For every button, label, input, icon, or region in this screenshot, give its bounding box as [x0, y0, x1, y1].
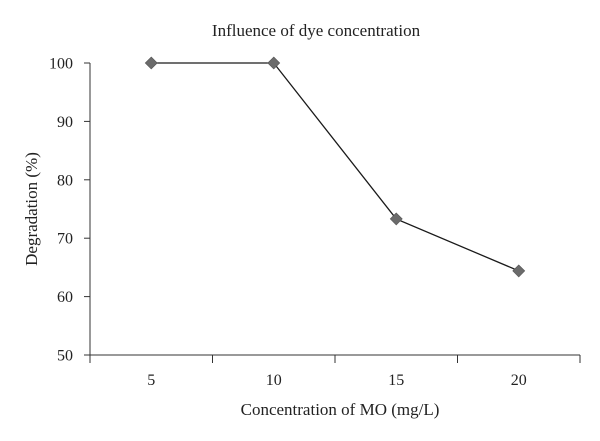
- data-point-marker: [512, 264, 526, 278]
- chart-title: Influence of dye concentration: [212, 21, 421, 40]
- y-axis-label: Degradation (%): [22, 152, 41, 266]
- y-tick-label: 60: [57, 289, 73, 306]
- series-line: [151, 62, 520, 272]
- x-axis-label: Concentration of MO (mg/L): [241, 400, 440, 419]
- y-tick-label: 70: [57, 231, 73, 248]
- y-tick-label: 100: [49, 56, 73, 73]
- y-axis-ticks: 50 60 70 80 90 100: [49, 56, 90, 365]
- x-tick-label: 10: [266, 372, 282, 389]
- x-tick-label: 5: [147, 372, 155, 389]
- axes: [89, 63, 580, 356]
- data-point-marker: [267, 56, 281, 70]
- x-axis-ticks: 5 10 15 20: [89, 355, 581, 389]
- x-tick-label: 20: [511, 372, 527, 389]
- data-point-marker: [144, 56, 158, 70]
- y-tick-label: 90: [57, 114, 73, 131]
- x-tick-label: 15: [388, 372, 404, 389]
- data-point-marker: [389, 212, 403, 226]
- y-tick-label: 50: [57, 348, 73, 365]
- series-group: [144, 56, 526, 278]
- y-tick-label: 80: [57, 172, 73, 189]
